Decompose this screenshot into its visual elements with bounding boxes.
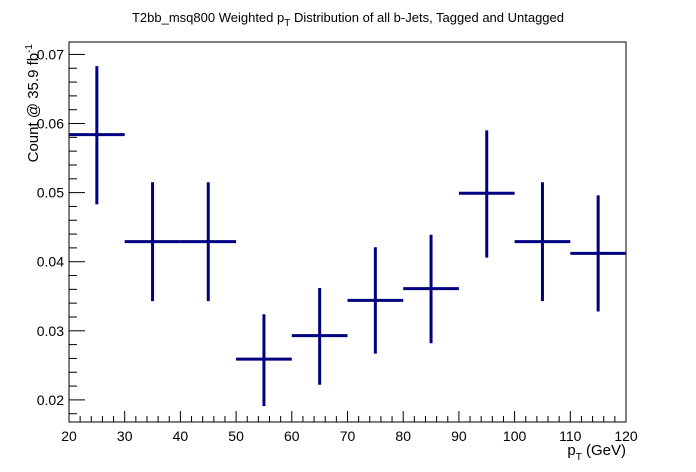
x-tick-label: 90 [451, 428, 467, 444]
data-point [514, 182, 571, 302]
y-tick-label: 0.03 [37, 323, 64, 339]
x-tick-label: 40 [173, 428, 189, 444]
x-tick-label: 30 [117, 428, 133, 444]
x-tick-label: 70 [340, 428, 356, 444]
y-tick-label: 0.02 [37, 392, 64, 408]
data-point [180, 182, 237, 302]
data-point [347, 247, 404, 354]
y-tick-label: 0.05 [37, 185, 64, 201]
x-tick-label: 80 [395, 428, 411, 444]
x-tick-label: 20 [61, 428, 77, 444]
y-tick-label: 0.04 [37, 254, 64, 270]
chart-title: T2bb_msq800 Weighted pT Distribution of … [132, 10, 564, 29]
data-point [69, 66, 125, 205]
y-tick-label: 0.07 [37, 46, 64, 62]
y-axis: 0.02 0.03 0.04 0.05 0.06 0.07 [37, 46, 85, 415]
data-point [124, 182, 181, 302]
data-point [403, 234, 459, 344]
data-point [570, 195, 626, 312]
x-tick-label: 120 [614, 428, 638, 444]
data-point [236, 314, 292, 407]
y-tick-label: 0.06 [37, 116, 64, 132]
x-axis-title: pT (GeV) [567, 442, 626, 463]
y-axis-title: Count @ 35.9 fb-1 [24, 44, 42, 163]
data-point [458, 130, 515, 258]
x-tick-label: 110 [559, 428, 582, 444]
x-tick-label: 50 [228, 428, 244, 444]
x-tick-label: 60 [284, 428, 300, 444]
x-tick-label: 100 [503, 428, 527, 444]
data-point [291, 287, 348, 385]
x-axis: 20 30 40 50 60 70 80 90 100 110 120 [61, 411, 638, 444]
data-points [69, 66, 626, 407]
